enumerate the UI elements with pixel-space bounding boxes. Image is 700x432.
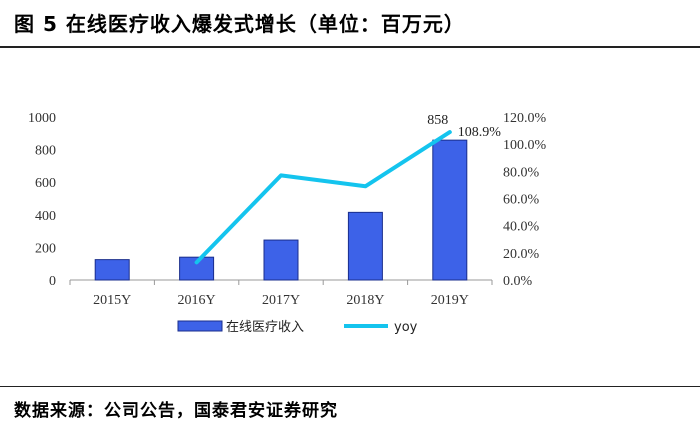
yoy-line <box>194 130 452 265</box>
legend: 在线医疗收入 yoy <box>177 320 418 335</box>
left-axis: 0 200 400 600 800 1000 <box>28 111 56 289</box>
line-data-label: 108.9% <box>458 125 502 140</box>
left-tick-label: 600 <box>35 176 56 191</box>
bar <box>179 256 215 281</box>
data-labels: 858 108.9% <box>427 113 501 140</box>
legend-bar-swatch <box>177 320 223 332</box>
chart-title: 图 5 在线医疗收入爆发式增长（单位：百万元） <box>14 12 465 36</box>
bar <box>432 139 468 281</box>
right-tick-label: 40.0% <box>503 220 540 235</box>
left-tick-label: 800 <box>35 144 56 159</box>
right-tick-label: 120.0% <box>503 111 547 126</box>
right-tick-label: 80.0% <box>503 165 540 180</box>
legend-bar-label: 在线医疗收入 <box>226 320 304 335</box>
bar <box>94 259 130 281</box>
x-tick-label: 2019Y <box>431 293 469 308</box>
x-axis: 2015Y 2016Y 2017Y 2018Y 2019Y <box>69 280 493 308</box>
left-tick-label: 0 <box>49 274 56 289</box>
x-tick-label: 2018Y <box>346 293 384 308</box>
right-tick-label: 0.0% <box>503 274 533 289</box>
legend-line-label: yoy <box>394 320 418 335</box>
bar <box>263 239 299 281</box>
x-tick-label: 2017Y <box>262 293 300 308</box>
right-tick-label: 60.0% <box>503 193 540 208</box>
title-divider <box>0 46 700 48</box>
x-tick-label: 2015Y <box>93 293 131 308</box>
x-tick-label: 2016Y <box>178 293 216 308</box>
left-tick-label: 200 <box>35 241 56 256</box>
source-divider <box>0 386 700 387</box>
bar-data-label: 858 <box>427 113 448 128</box>
bar-series <box>94 139 468 281</box>
right-tick-label: 100.0% <box>503 138 547 153</box>
right-axis: 0.0% 20.0% 40.0% 60.0% 80.0% 100.0% 120.0% <box>503 111 547 289</box>
source-note: 数据来源：公司公告，国泰君安证券研究 <box>14 401 338 421</box>
left-tick-label: 400 <box>35 209 56 224</box>
bar <box>347 211 383 281</box>
left-tick-label: 1000 <box>28 111 56 126</box>
right-tick-label: 20.0% <box>503 247 540 262</box>
